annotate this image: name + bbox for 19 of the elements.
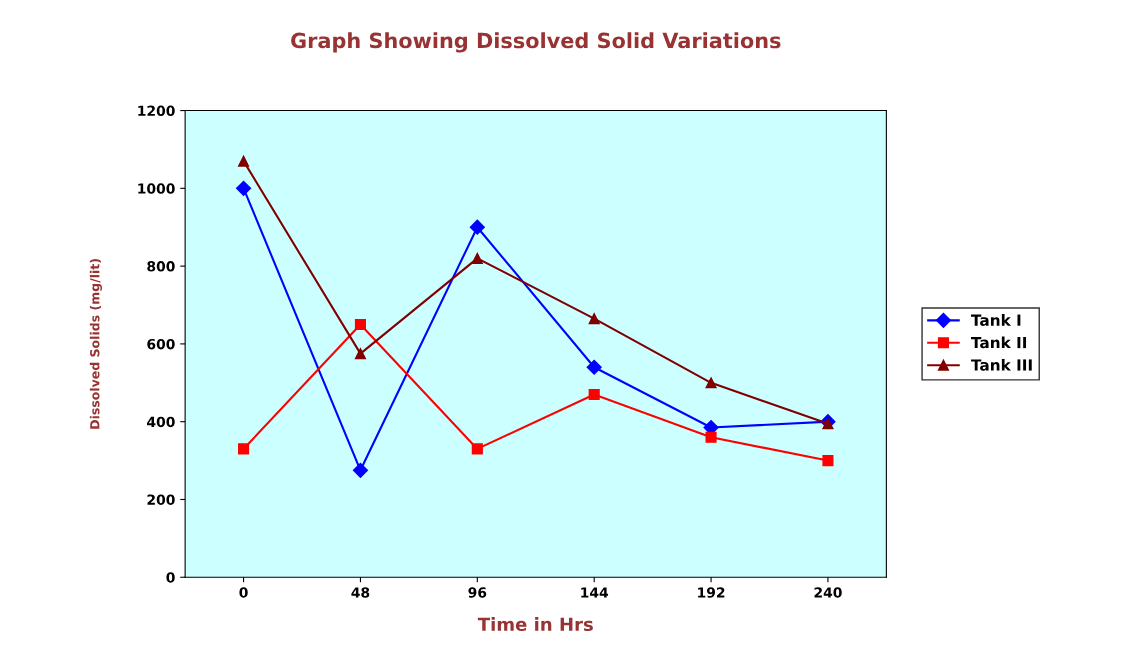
- x-tick-label: 0: [239, 587, 248, 598]
- legend-label: Tank III: [971, 358, 1032, 371]
- y-tick-label: 400: [147, 416, 175, 428]
- x-tick-label: 192: [698, 587, 725, 598]
- y-tick-label: 800: [147, 261, 175, 272]
- y-tick-label: 1200: [138, 105, 175, 117]
- y-tick-label: 600: [147, 338, 175, 350]
- y-tick-label: 0: [166, 572, 175, 583]
- y-axis-title: Dissolved Solids (mg/lit): [89, 259, 103, 429]
- y-tick-label: 1000: [138, 183, 175, 194]
- x-tick-label: 240: [814, 587, 842, 598]
- x-tick-label: 96: [468, 587, 487, 598]
- legend-label: Tank II: [971, 336, 1027, 349]
- x-axis-title: Time in Hrs: [477, 617, 593, 632]
- y-tick-label: 200: [147, 494, 175, 505]
- legend-label: Tank I: [971, 314, 1021, 326]
- chart-title: Graph Showing Dissolved Solid Variations: [291, 32, 781, 53]
- x-tick-label: 48: [351, 587, 370, 598]
- x-tick-label: 144: [581, 587, 609, 598]
